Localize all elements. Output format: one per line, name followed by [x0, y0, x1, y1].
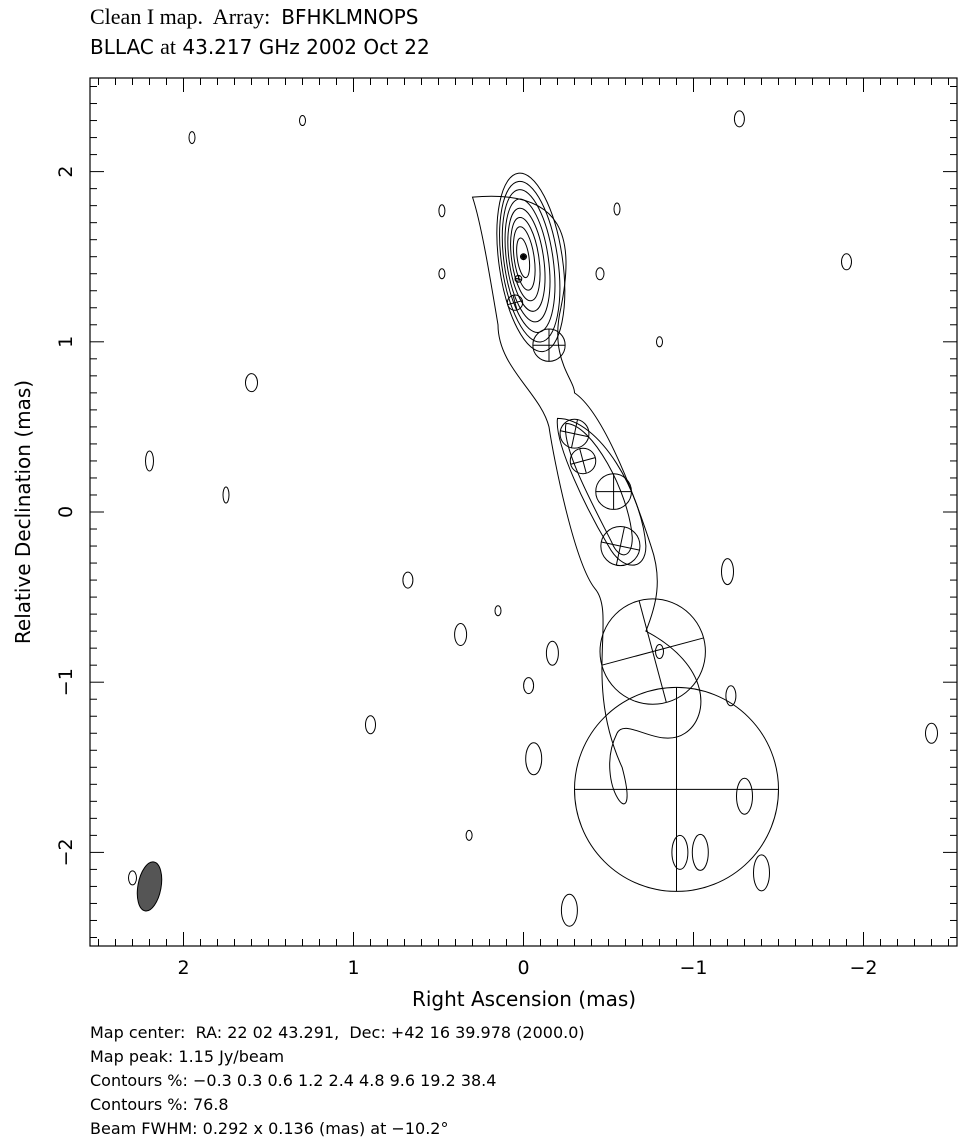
component-axis: [579, 448, 587, 474]
component-dot: [521, 254, 526, 260]
contour-line: [512, 226, 536, 291]
contour-line: [438, 204, 446, 218]
component-circle: [600, 525, 641, 567]
contour-line: [504, 198, 551, 323]
component-marker: [599, 598, 706, 705]
freq-date: 43.217 GHz 2002 Oct 22: [182, 35, 430, 59]
contour-line: [655, 644, 664, 660]
component-axis: [571, 419, 578, 448]
component-axis: [638, 600, 667, 703]
contour-line: [691, 833, 709, 871]
beam-shape: [136, 861, 163, 912]
contour-line: [556, 417, 647, 566]
contour-line: [145, 450, 154, 472]
contour-line: [753, 854, 770, 892]
chart-subtitle: BLLAC at 43.217 GHz 2002 Oct 22: [90, 34, 430, 60]
component-circle: [599, 598, 706, 705]
contour-line: [925, 722, 938, 744]
component-marker: [559, 418, 590, 449]
contour-line: [733, 110, 745, 128]
contours-text-1: Contours %: −0.3 0.3 0.6 1.2 2.4 4.8 9.6…: [90, 1071, 497, 1090]
model-components: [506, 253, 779, 892]
contour-line: [245, 373, 258, 393]
contour-line: [560, 893, 578, 927]
component-marker: [574, 686, 779, 892]
beam-ellipse: [136, 861, 163, 912]
y-tick-label: −1: [55, 668, 77, 696]
contour-line: [736, 777, 753, 815]
contour-line: [516, 237, 531, 279]
beam-text: Beam FWHM: 0.292 x 0.136 (mas) at −10.2°: [90, 1119, 449, 1138]
component-marker: [506, 294, 524, 311]
contour-line: [721, 558, 734, 586]
map-center-text: Map center: RA: 22 02 43.291, Dec: +42 1…: [90, 1023, 585, 1042]
contour-line: [402, 571, 414, 589]
component-marker: [514, 274, 523, 283]
contour-line: [510, 216, 541, 302]
contour-line: [545, 640, 559, 666]
y-axis-label: Relative Declination (mas): [11, 380, 35, 644]
component-axis: [615, 526, 625, 566]
contour-line: [465, 829, 473, 841]
contour-line: [525, 742, 543, 776]
contour-line: [656, 336, 663, 348]
contour-line: [499, 180, 561, 343]
component-marker: [520, 253, 527, 261]
y-tick-label: −2: [55, 838, 77, 866]
contour-line: [454, 623, 468, 647]
component-circle: [506, 294, 524, 311]
contour-line: [438, 268, 446, 280]
chart-title: Clean I map. Array: BFHKLMNOPS: [90, 4, 418, 30]
contour-line: [613, 202, 621, 216]
x-tick-label: 0: [517, 957, 529, 979]
contour-line: [671, 834, 689, 870]
contour-line: [494, 605, 502, 617]
component-axis: [517, 275, 520, 283]
map-peak-text: Map peak: 1.15 Jy/beam: [90, 1047, 285, 1066]
at-word: at: [160, 34, 177, 59]
x-axis-label: Right Ascension (mas): [412, 987, 636, 1011]
contour-line: [507, 207, 546, 312]
contour-line: [222, 486, 230, 504]
x-tick-label: 1: [347, 957, 359, 979]
plot-frame: [89, 77, 958, 947]
y-tick-label: 1: [55, 336, 77, 348]
title-prefix: Clean I map. Array:: [90, 4, 271, 29]
component-axis: [512, 295, 518, 311]
contours: [128, 110, 938, 927]
y-tick-label: 2: [55, 166, 77, 178]
source-name: BLLAC: [90, 35, 154, 59]
contour-line: [523, 677, 535, 695]
x-tick-label: −1: [679, 957, 707, 979]
component-marker: [600, 525, 641, 567]
x-tick-label: −2: [849, 957, 877, 979]
contour-line: [299, 115, 306, 127]
y-tick-label: 0: [55, 506, 77, 518]
contour-line: [565, 422, 633, 556]
contour-line: [595, 267, 605, 281]
component-circle: [514, 274, 523, 283]
contour-line: [841, 253, 852, 271]
component-marker: [595, 473, 632, 510]
component-circle: [559, 418, 590, 449]
axis-tick-labels: 2 1 0 −1 −2 2 1 0 −1 −2: [55, 166, 878, 979]
component-marker: [569, 447, 597, 475]
contour-line: [501, 189, 556, 333]
contour-line: [365, 715, 376, 735]
axis-ticks: [90, 78, 957, 946]
contour-line: [188, 131, 196, 145]
contours-text-2: Contours %: 76.8: [90, 1095, 229, 1114]
contour-line: [128, 870, 137, 886]
x-tick-label: 2: [177, 957, 189, 979]
contour-line: [496, 172, 566, 353]
array-name: BFHKLMNOPS: [281, 5, 419, 29]
component-marker: [532, 328, 566, 362]
contour-line: [725, 685, 737, 707]
component-circle: [569, 447, 597, 475]
contour-line: [471, 195, 702, 805]
